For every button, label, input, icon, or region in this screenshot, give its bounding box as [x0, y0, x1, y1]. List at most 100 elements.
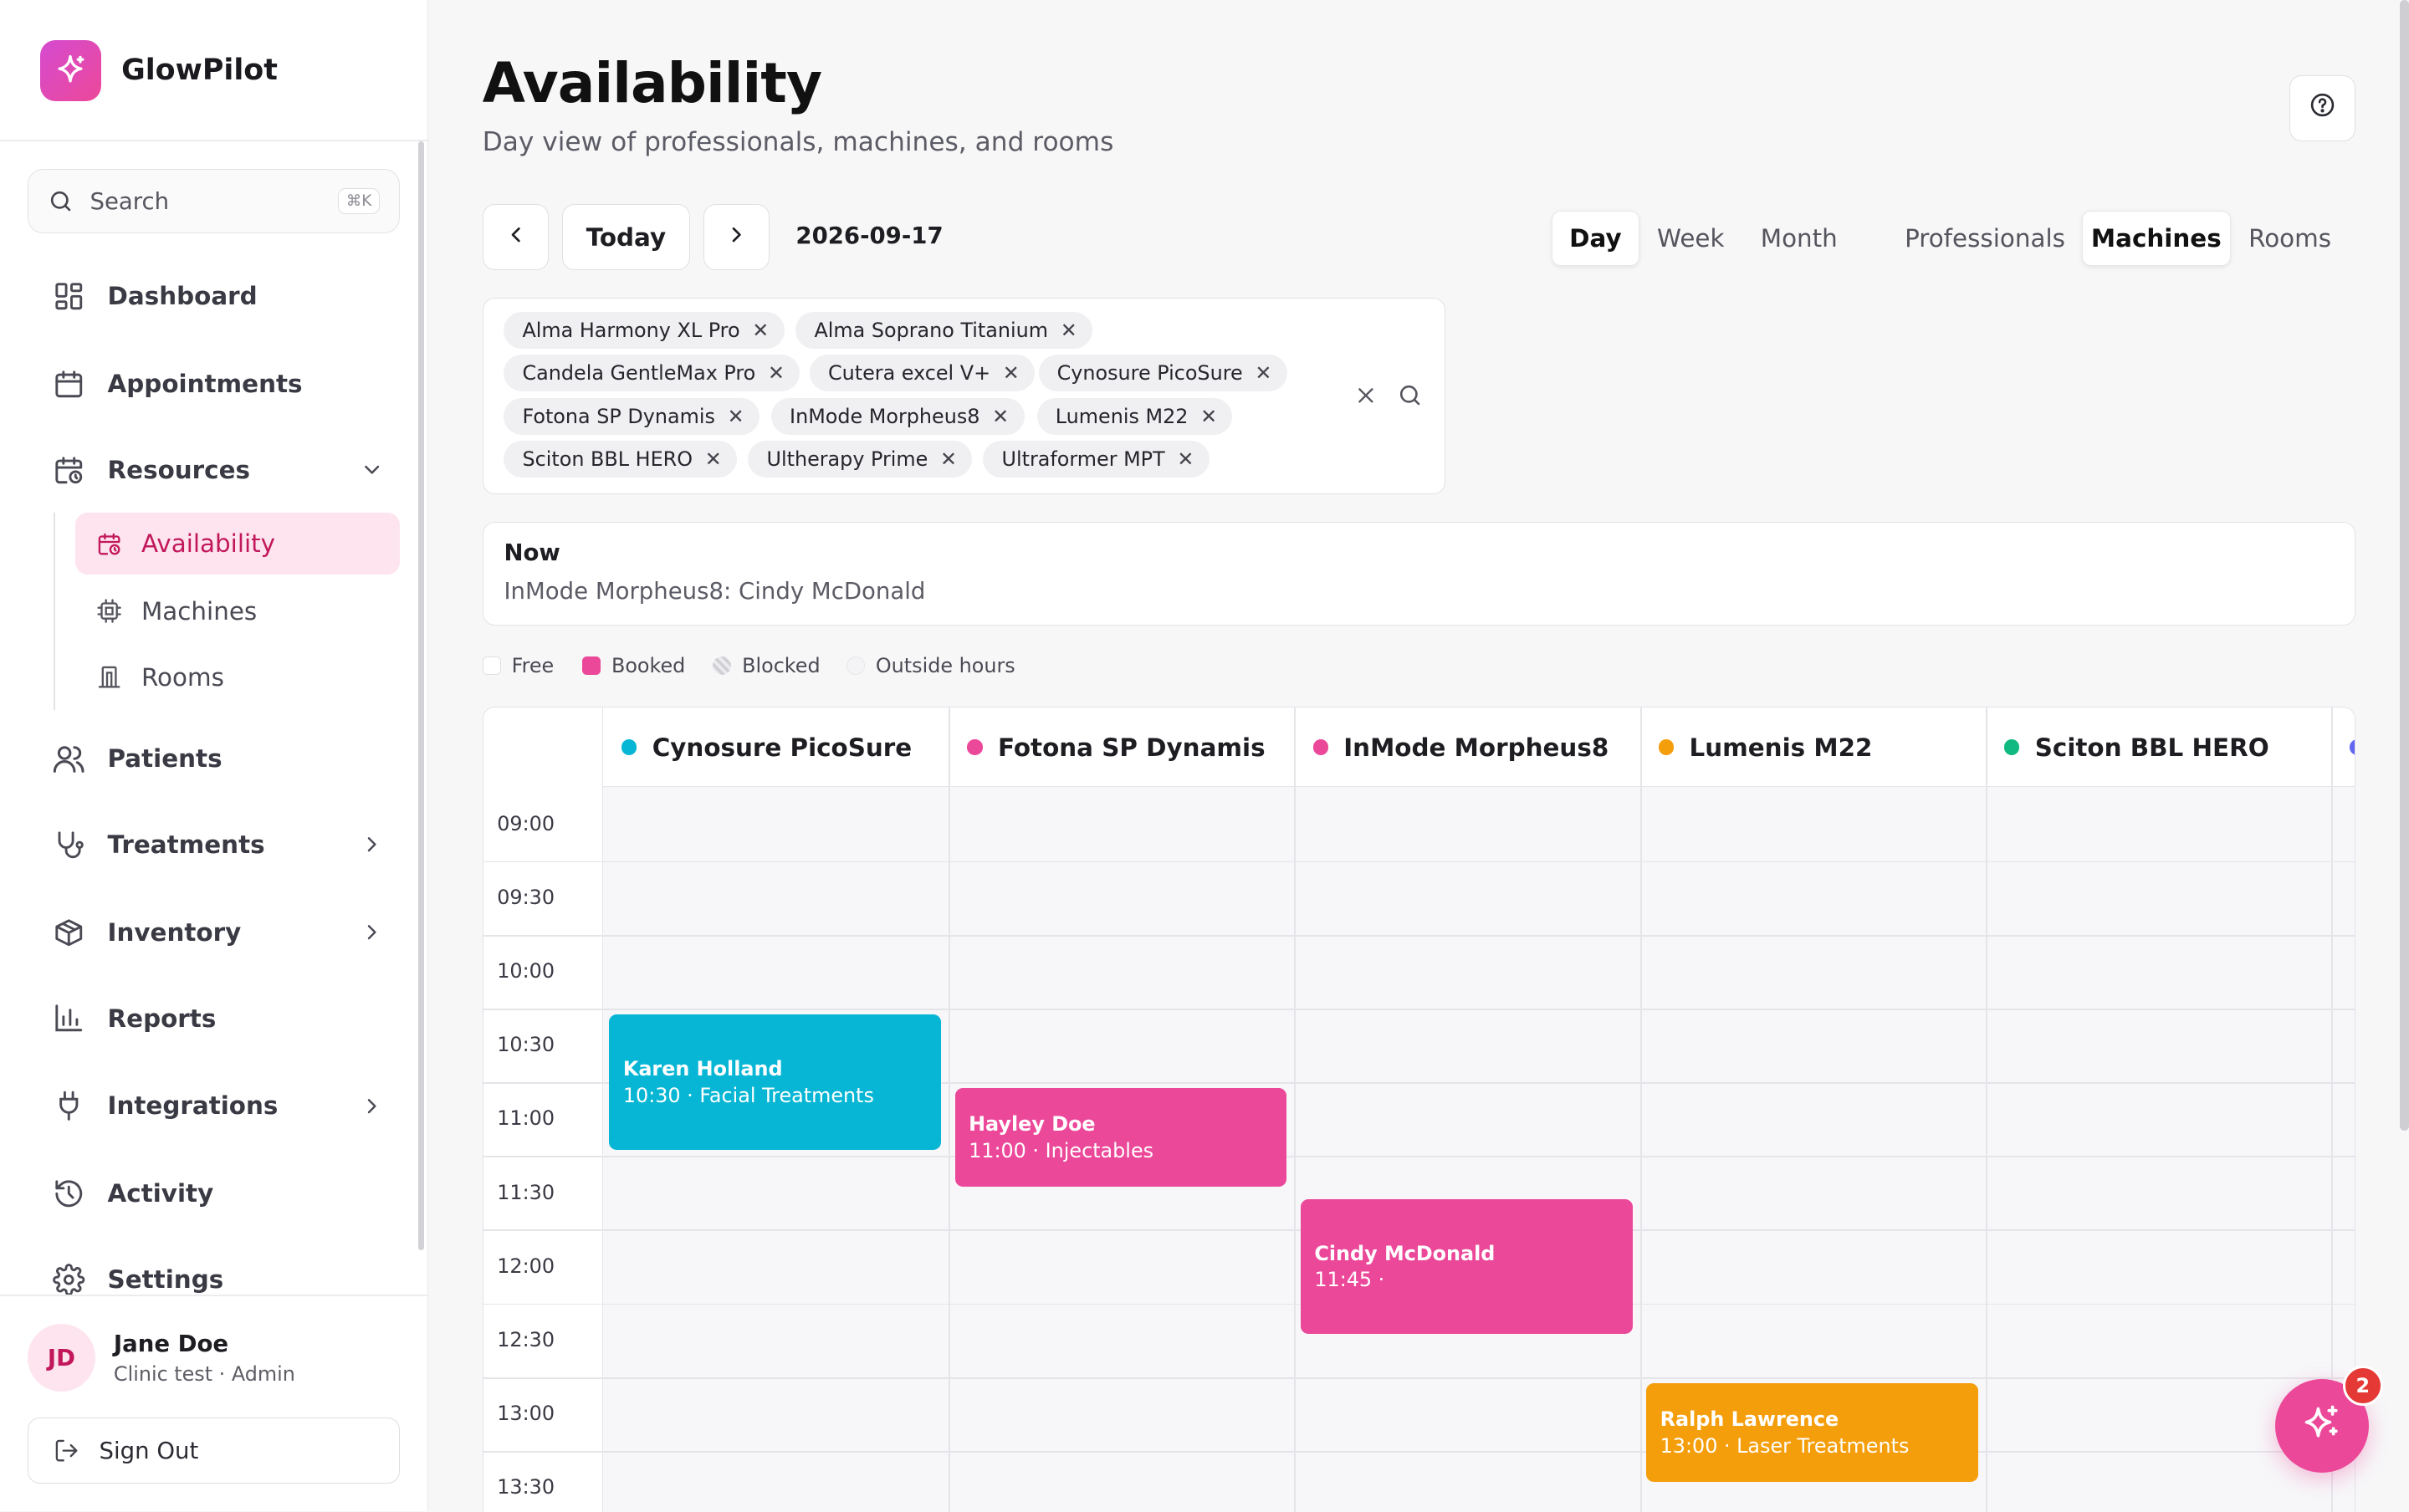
sidebar-item-label: Settings — [107, 1264, 224, 1294]
filter-chip[interactable]: Alma Harmony XL Pro ✕ — [504, 311, 785, 349]
calendar-clock-icon — [95, 530, 123, 558]
stethoscope-icon — [52, 828, 85, 861]
appointment-block[interactable]: Karen Holland 10:30 · Facial Treatments — [609, 1014, 942, 1150]
now-label: Now — [504, 539, 560, 566]
sidebar-item-dashboard[interactable]: Dashboard — [52, 275, 384, 318]
sign-out-label: Sign Out — [99, 1437, 199, 1464]
search-input[interactable]: Search ⌘K — [28, 169, 400, 234]
page-scrollbar[interactable] — [2399, 0, 2409, 1131]
filter-chip[interactable]: Ultraformer MPT ✕ — [983, 441, 1210, 478]
sidebar-item-rooms[interactable]: Rooms — [75, 646, 400, 707]
tab-week[interactable]: Week — [1657, 223, 1725, 253]
filter-chip-label: Cynosure PicoSure — [1056, 361, 1243, 386]
sidebar-item-appointments[interactable]: Appointments — [52, 362, 384, 405]
sidebar-item-treatments[interactable]: Treatments — [52, 823, 384, 866]
today-button[interactable]: Today — [562, 204, 690, 271]
sidebar-item-label: Treatments — [107, 830, 265, 860]
box-icon — [52, 916, 85, 949]
column-header: Sciton BBL HERO — [1986, 707, 2331, 788]
remove-chip-icon[interactable]: ✕ — [752, 318, 770, 342]
tab-day[interactable]: Day — [1552, 210, 1639, 266]
tab-machines[interactable]: Machines — [2081, 210, 2231, 266]
history-icon — [52, 1177, 85, 1210]
current-date: 2026-09-17 — [795, 222, 944, 250]
sidebar-item-inventory[interactable]: Inventory — [52, 911, 384, 953]
legend-swatch — [846, 656, 866, 676]
filter-chip[interactable]: Candela GentleMax Pro ✕ — [504, 355, 800, 392]
appointment-block[interactable]: Cindy McDonald 11:45 · — [1300, 1198, 1633, 1335]
filter-chip[interactable]: Alma Soprano Titanium ✕ — [795, 311, 1093, 349]
remove-chip-icon[interactable]: ✕ — [767, 361, 785, 386]
column-header-label: Cynosure PicoSure — [652, 733, 913, 762]
legend-swatch — [582, 656, 601, 676]
sidebar-item-integrations[interactable]: Integrations — [52, 1085, 384, 1127]
column-header: InMode Morpheus8 — [1294, 707, 1639, 788]
filter-chip[interactable]: InMode Morpheus8 ✕ — [771, 397, 1025, 435]
tab-month[interactable]: Month — [1760, 223, 1838, 253]
search-placeholder: Search — [90, 187, 170, 215]
sidebar-scrollbar[interactable] — [417, 140, 424, 1251]
tab-professionals[interactable]: Professionals — [1905, 223, 2065, 253]
appointment-detail: 13:00 · Laser Treatments — [1660, 1433, 1910, 1458]
prev-day-button[interactable] — [482, 204, 549, 271]
legend-swatch — [713, 656, 732, 676]
sidebar-item-reports[interactable]: Reports — [52, 997, 384, 1040]
search-icon — [47, 187, 74, 215]
appointment-detail: 11:00 · Injectables — [969, 1138, 1154, 1162]
appointment-block[interactable]: Ralph Lawrence 13:00 · Laser Treatments — [1646, 1383, 1978, 1482]
sidebar-item-resources[interactable]: Resources — [52, 448, 384, 491]
sidebar-item-label: Resources — [107, 456, 250, 485]
sidebar-item-machines[interactable]: Machines — [75, 580, 400, 641]
sparkle-logo-icon — [39, 39, 102, 102]
next-day-button[interactable] — [703, 204, 770, 271]
sidebar-item-patients[interactable]: Patients — [52, 738, 384, 780]
chevron-right-icon — [360, 920, 384, 950]
sidebar-item-settings[interactable]: Settings — [52, 1258, 384, 1300]
legend-blocked: Blocked — [713, 654, 821, 677]
sign-out-button[interactable]: Sign Out — [28, 1418, 400, 1484]
search-shortcut: ⌘K — [337, 188, 381, 214]
filter-chip[interactable]: Fotona SP Dynamis ✕ — [504, 397, 760, 435]
sparkles-icon — [2300, 1402, 2343, 1450]
app-name: GlowPilot — [121, 54, 278, 88]
appointment-block[interactable]: Hayley Doe 11:00 · Injectables — [954, 1088, 1287, 1187]
now-value: InMode Morpheus8: Cindy McDonald — [504, 577, 926, 605]
filter-chip-label: InMode Morpheus8 — [790, 404, 980, 428]
filter-chip-label: Lumenis M22 — [1055, 404, 1189, 428]
column-header: Fotona SP Dynamis — [949, 707, 1294, 788]
remove-chip-icon[interactable]: ✕ — [940, 447, 958, 472]
remove-chip-icon[interactable]: ✕ — [1200, 404, 1218, 428]
remove-chip-icon[interactable]: ✕ — [992, 404, 1010, 428]
help-button[interactable] — [2289, 74, 2355, 141]
sidebar-item-activity[interactable]: Activity — [52, 1172, 384, 1214]
remove-chip-icon[interactable]: ✕ — [1255, 361, 1272, 386]
legend-free: Free — [482, 654, 555, 678]
filter-chip[interactable]: Cutera excel V+ ✕ — [809, 355, 1036, 392]
time-label: 13:00 — [497, 1402, 555, 1426]
now-panel — [482, 522, 2355, 626]
filter-chip-label: Ultherapy Prime — [766, 447, 928, 472]
remove-chip-icon[interactable]: ✕ — [1002, 361, 1020, 386]
clear-filter-icon[interactable] — [1355, 384, 1377, 412]
filter-chip[interactable]: Cynosure PicoSure ✕ — [1038, 355, 1287, 392]
sidebar-item-availability[interactable]: Availability — [74, 513, 400, 575]
filter-chip[interactable]: Ultherapy Prime ✕ — [748, 441, 973, 478]
legend-label: Free — [511, 654, 555, 678]
remove-chip-icon[interactable]: ✕ — [1177, 447, 1194, 472]
search-icon[interactable] — [1397, 382, 1423, 414]
avatar[interactable]: JD — [28, 1324, 95, 1392]
brand[interactable]: GlowPilot — [39, 39, 278, 102]
appointment-patient: Ralph Lawrence — [1660, 1407, 1839, 1431]
filter-chip[interactable]: Sciton BBL HERO ✕ — [504, 441, 738, 478]
time-label: 11:00 — [497, 1106, 555, 1131]
column-divider — [1639, 707, 1642, 1512]
appointment-detail: 10:30 · Facial Treatments — [622, 1083, 874, 1107]
filter-chip[interactable]: Lumenis M22 ✕ — [1036, 397, 1233, 435]
tab-rooms[interactable]: Rooms — [2248, 223, 2332, 253]
row-divider — [483, 1156, 2355, 1158]
remove-chip-icon[interactable]: ✕ — [727, 404, 744, 428]
time-label: 13:30 — [497, 1475, 555, 1499]
remove-chip-icon[interactable]: ✕ — [704, 447, 722, 472]
calendar-clock-icon — [52, 453, 85, 487]
remove-chip-icon[interactable]: ✕ — [1060, 318, 1077, 342]
